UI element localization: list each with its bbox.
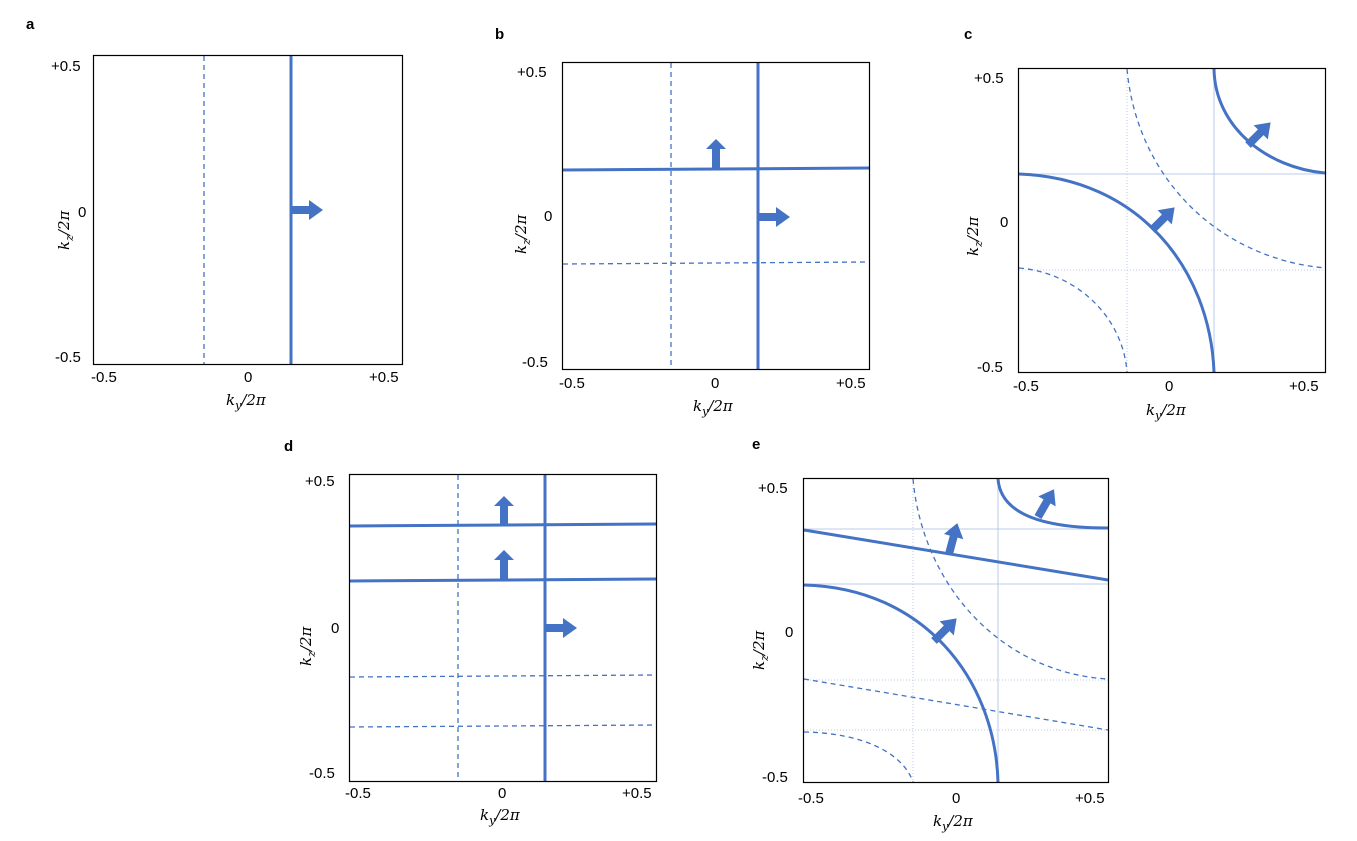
panel-b-ylabel: kz/2π — [512, 214, 533, 254]
panel-d-ytick-min: -0.5 — [309, 765, 335, 782]
panel-d-ytick-max: +0.5 — [305, 473, 335, 490]
panel-e-dashed-curve-lower — [803, 731, 914, 783]
panel-c-arrow-main — [1149, 207, 1175, 233]
panel-c-solid-curve-corner — [1212, 68, 1326, 175]
panel-label-c: c — [964, 26, 973, 43]
panel-b-frame — [561, 61, 871, 371]
panel-a-xtick-max: +0.5 — [369, 369, 399, 386]
panel-c-ytick-min: -0.5 — [977, 359, 1003, 376]
panel-c-dashed-curve-upper — [1126, 68, 1326, 269]
panel-e-frame — [802, 477, 1110, 784]
panel-a-ytick-mid: 0 — [78, 204, 87, 221]
panel-a-plot — [92, 54, 404, 366]
panel-b-xlabel: ky/2π — [693, 397, 733, 418]
panel-b-plot — [561, 61, 871, 371]
panel-label-a: a — [26, 16, 35, 33]
panel-c-arrow-corner — [1245, 122, 1271, 148]
panel-a-ytick-min: -0.5 — [55, 349, 81, 366]
panel-e-solid-curve-main — [803, 583, 1000, 783]
panel-e-solid-curve-corner — [996, 478, 1109, 530]
panel-c-xlabel: ky/2π — [1146, 401, 1186, 422]
panel-b-xtick-max: +0.5 — [836, 375, 866, 392]
panel-e-dashed-tilted-line — [803, 678, 1109, 731]
panel-c-xtick-min: -0.5 — [1013, 378, 1039, 395]
panel-a-arrow-right — [291, 200, 323, 220]
panel-e-xtick-min: -0.5 — [798, 790, 824, 807]
panel-c-plot — [1017, 67, 1327, 374]
panel-e-ytick-min: -0.5 — [762, 769, 788, 786]
panel-b-ytick-min: -0.5 — [522, 354, 548, 371]
panel-c-ytick-mid: 0 — [1000, 214, 1009, 231]
panel-label-b: b — [495, 26, 505, 43]
panel-e-xtick-mid: 0 — [952, 790, 961, 807]
panel-e-xlabel: ky/2π — [933, 812, 973, 833]
panel-a-xtick-min: -0.5 — [91, 369, 117, 386]
panel-b-dashed-horizontal-line — [562, 261, 870, 265]
panel-label-d: d — [284, 438, 294, 455]
panel-e-plot — [802, 477, 1110, 784]
panel-e-arrow-corner — [1034, 489, 1056, 519]
panel-e-solid-tilted-line — [803, 528, 1109, 582]
panel-d-arrow-up-2 — [494, 550, 514, 580]
panel-e-ytick-mid: 0 — [785, 624, 794, 641]
panel-d-frame — [348, 473, 658, 783]
panel-b-arrow-up — [706, 139, 726, 169]
panel-d-xtick-max: +0.5 — [622, 785, 652, 802]
panel-a-xtick-mid: 0 — [244, 369, 253, 386]
panel-c-xtick-mid: 0 — [1165, 378, 1174, 395]
panel-a-ylabel: kz/2π — [55, 210, 76, 250]
panel-c-xtick-max: +0.5 — [1289, 378, 1319, 395]
panel-c-frame — [1017, 67, 1327, 374]
panel-d-plot — [348, 473, 658, 783]
panel-a-frame — [92, 54, 404, 366]
panel-d-ylabel: kz/2π — [297, 626, 318, 666]
panel-d-dashed-horizontal-line-1 — [349, 674, 657, 678]
panel-c-ytick-max: +0.5 — [974, 70, 1004, 87]
panel-d-ytick-mid: 0 — [331, 620, 340, 637]
panel-e-xtick-max: +0.5 — [1075, 790, 1105, 807]
panel-b-xtick-min: -0.5 — [559, 375, 585, 392]
panel-e-arrow-main — [931, 618, 957, 644]
panel-d-xtick-min: -0.5 — [345, 785, 371, 802]
panel-b-xtick-mid: 0 — [711, 375, 720, 392]
panel-d-arrow-up-1 — [494, 496, 514, 525]
panel-d-xtick-mid: 0 — [498, 785, 507, 802]
panel-d-xlabel: ky/2π — [480, 806, 520, 827]
panel-e-ylabel: kz/2π — [750, 630, 771, 670]
panel-c-solid-curve-main — [1018, 172, 1216, 373]
panel-a-ytick-max: +0.5 — [51, 58, 81, 75]
panel-b-ytick-mid: 0 — [544, 208, 553, 225]
panel-d-dashed-horizontal-line-2 — [349, 724, 657, 728]
panel-b-ytick-max: +0.5 — [517, 64, 547, 81]
panel-c-ylabel: kz/2π — [964, 216, 985, 256]
panel-c-dashed-curve-lower — [1018, 267, 1128, 373]
panel-e-arrow-tilted — [943, 523, 964, 556]
panel-label-e: e — [752, 436, 761, 453]
panel-a-xlabel: ky/2π — [226, 391, 266, 412]
panel-e-ytick-max: +0.5 — [758, 480, 788, 497]
panel-d-arrow-right — [545, 618, 577, 638]
panel-e-dashed-curve-upper — [912, 478, 1109, 680]
panel-b-arrow-right — [758, 207, 790, 227]
